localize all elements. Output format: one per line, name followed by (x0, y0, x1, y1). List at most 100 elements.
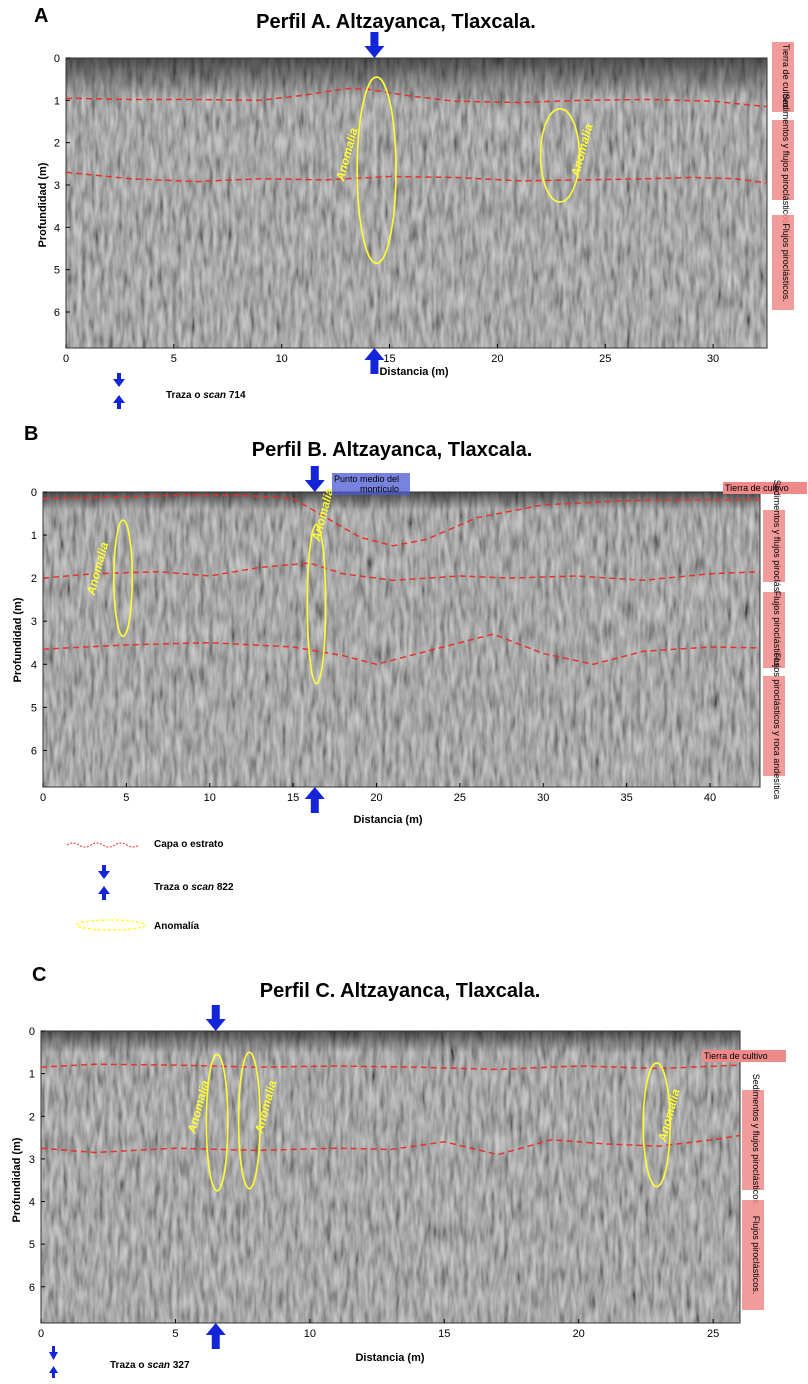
radargram-b (43, 492, 760, 787)
x-tick-label: 10 (276, 353, 288, 365)
anomaly-ellipse (642, 1062, 671, 1188)
y-tick-label: 6 (31, 745, 37, 757)
midpoint-note-bg (332, 473, 410, 495)
y-tick-label: 0 (31, 487, 37, 499)
stratum-label-bg (763, 676, 785, 776)
stratum-label: Flujos piroclásticos. (751, 1216, 761, 1295)
arrow-down-icon (98, 865, 110, 879)
y-tick-label: 4 (54, 222, 60, 234)
radargram-texture (43, 492, 760, 787)
panel-title: Perfil B. Altzayanca, Tlaxcala. (252, 439, 533, 461)
panel-label: B (24, 423, 38, 445)
stratum-label-bg (772, 42, 794, 112)
layer-line-icon (66, 842, 140, 848)
y-tick-label: 3 (54, 180, 60, 192)
layer-boundary-line (42, 633, 761, 666)
x-tick-label: 25 (707, 1328, 719, 1340)
midpoint-note-text: Punto medio del montículo (334, 474, 399, 494)
legend-b: Capa o estrato Traza o scan 822 Anomalía (66, 839, 234, 932)
stratum-label: Sedimentos y flujos piroclásticos. (781, 94, 791, 227)
panel-title: Perfil C. Altzayanca, Tlaxcala. (260, 980, 541, 1002)
stratum-label-bg (723, 482, 807, 494)
y-tick-label: 2 (31, 573, 37, 585)
y-tick-label: 1 (54, 95, 60, 107)
anomaly-ellipse (539, 108, 581, 203)
plot-frame (40, 1030, 741, 1324)
anomaly-ellipse (205, 1053, 229, 1192)
y-tick-label: 5 (31, 702, 37, 714)
y-tick-label: 5 (29, 1239, 35, 1251)
stratum-label: Flujos piroclásticos y roca andesítica (772, 653, 782, 800)
radargram-surface-band (66, 58, 767, 100)
x-tick-label: 25 (454, 792, 466, 804)
stratum-label-bg (772, 120, 794, 200)
x-tick-label: 5 (171, 353, 177, 365)
x-axis-label: Distancia (m) (353, 814, 422, 826)
stratum-label: Flujos piroclásticos. (772, 591, 782, 670)
y-tick-label: 6 (54, 307, 60, 319)
x-tick-label: 15 (383, 353, 395, 365)
x-tick-label: 30 (707, 353, 719, 365)
layer-boundary-line (42, 494, 760, 547)
y-tick-label: 6 (29, 1282, 35, 1294)
y-tick-label: 2 (54, 138, 60, 150)
y-tick-label: 0 (54, 53, 60, 65)
anomaly-ellipse (237, 1051, 261, 1190)
legend-anomalia: Anomalía (154, 921, 199, 932)
trace-arrow-down-icon (304, 466, 325, 492)
y-tick-label: 1 (31, 530, 37, 542)
layer-boundary-line (40, 1063, 741, 1071)
trace-arrow-up-icon (364, 348, 385, 374)
radargram-texture (41, 1031, 740, 1323)
y-tick-label: 2 (29, 1111, 35, 1123)
trace-legend-text: Traza o scan 822 (154, 882, 234, 893)
legend-capa: Capa o estrato (154, 839, 223, 850)
stratum-label: Sedimentos y flujos piroclásticos. (772, 480, 782, 613)
trace-arrow-up-icon (205, 1323, 226, 1349)
x-tick-label: 30 (537, 792, 549, 804)
x-tick-label: 10 (204, 792, 216, 804)
stratum-label-bg (702, 1050, 786, 1062)
trace-legend-c: Traza o scan 327 (49, 1346, 190, 1378)
y-tick-label: 4 (31, 659, 37, 671)
radargram-surface-band (41, 1031, 740, 1053)
x-tick-label: 35 (620, 792, 632, 804)
stratum-label-bg (772, 215, 794, 310)
trace-arrow-down-icon (364, 32, 385, 58)
radargram-c (41, 1031, 740, 1323)
arrow-down-icon (49, 1346, 58, 1360)
x-tick-label: 20 (573, 1328, 585, 1340)
layer-boundary-line (40, 1134, 741, 1156)
y-tick-label: 5 (54, 265, 60, 277)
radargram-surface-band (43, 492, 760, 510)
x-axis-label: Distancia (m) (355, 1352, 424, 1364)
y-axis-label: Profundidad (m) (37, 162, 49, 247)
stratum-label: Sedimentos y flujos piroclásticos. (751, 1074, 761, 1207)
panel-b: B Perfil B. Altzayanca, Tlaxcala. 0 5 10 15… (12, 423, 807, 932)
trace-legend-text: Traza o scan 714 (166, 390, 246, 401)
arrow-up-icon (49, 1366, 58, 1378)
stratum-label-bg (742, 1200, 764, 1310)
panel-label: C (32, 964, 46, 986)
x-tick-label: 0 (63, 353, 69, 365)
arrow-up-icon (113, 395, 125, 409)
arrow-up-icon (98, 886, 110, 900)
strata-labels-a: Tierra de cultivo.Sedimentos y flujos pi… (772, 42, 794, 310)
y-tick-label: 1 (29, 1069, 35, 1081)
anomaly-ellipse (306, 523, 327, 685)
arrow-down-icon (113, 373, 125, 387)
stratum-label-bg (763, 510, 785, 582)
x-tick-label: 5 (123, 792, 129, 804)
stratum-label: Tierra de cultivo. (781, 44, 791, 110)
plot-frame (65, 57, 768, 349)
x-tick-label: 10 (304, 1328, 316, 1340)
y-tick-label: 3 (31, 616, 37, 628)
panel-c: C Perfil C. Altzayanca, Tlaxcala. 0 5 10 15… (11, 964, 786, 1378)
x-tick-label: 0 (40, 792, 46, 804)
x-tick-label: 0 (38, 1328, 44, 1340)
panel-a: A Perfil A. Altzayanca, Tlaxcala. 0 5 10 15… (34, 5, 794, 409)
panel-label: A (34, 5, 48, 27)
x-tick-label: 15 (438, 1328, 450, 1340)
panel-title: Perfil A. Altzayanca, Tlaxcala. (256, 11, 536, 33)
x-tick-label: 25 (599, 353, 611, 365)
